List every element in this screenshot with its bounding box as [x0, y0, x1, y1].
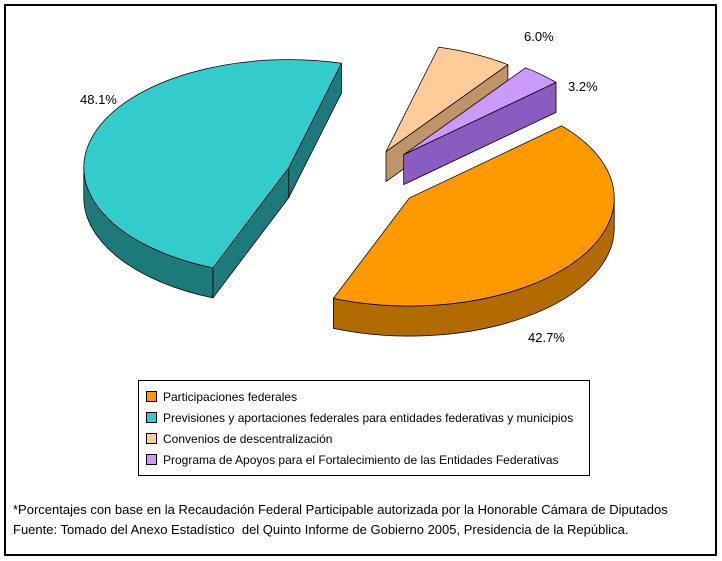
data-label-programa: 3.2%: [568, 79, 598, 94]
legend-swatch-participaciones: [146, 391, 157, 402]
pie-chart: [83, 46, 615, 337]
pie-slice-1-top: [83, 59, 342, 269]
footnote-line1: *Porcentajes con base en la Recaudación …: [13, 502, 668, 517]
footnote: *Porcentajes con base en la Recaudación …: [13, 500, 711, 540]
data-label-convenios: 6.0%: [524, 29, 554, 44]
legend-label-participaciones: Participaciones federales: [163, 389, 298, 404]
legend-item-previsiones: Previsiones y aportaciones federales par…: [146, 407, 582, 428]
data-label-participaciones: 42.7%: [528, 330, 565, 345]
legend-item-programa: Programa de Apoyos para el Fortalecimien…: [146, 449, 582, 470]
pie-slice-0-top: [332, 125, 615, 307]
legend-item-convenios: Convenios de descentralización: [146, 428, 582, 449]
legend-swatch-convenios: [146, 433, 157, 444]
pie-slice-3-top: [403, 67, 557, 156]
legend-label-convenios: Convenios de descentralización: [163, 431, 333, 446]
legend-label-previsiones: Previsiones y aportaciones federales par…: [163, 410, 574, 425]
legend-swatch-programa: [146, 454, 157, 465]
legend-swatch-previsiones: [146, 412, 157, 423]
footnote-line2: Fuente: Tomado del Anexo Estadístico del…: [13, 522, 629, 537]
legend: Participaciones federales Previsiones y …: [138, 380, 590, 476]
legend-item-participaciones: Participaciones federales: [146, 386, 582, 407]
legend-label-programa: Programa de Apoyos para el Fortalecimien…: [163, 452, 559, 467]
pie-slice-2-top: [385, 46, 509, 152]
data-label-previsiones: 48.1%: [80, 92, 117, 107]
